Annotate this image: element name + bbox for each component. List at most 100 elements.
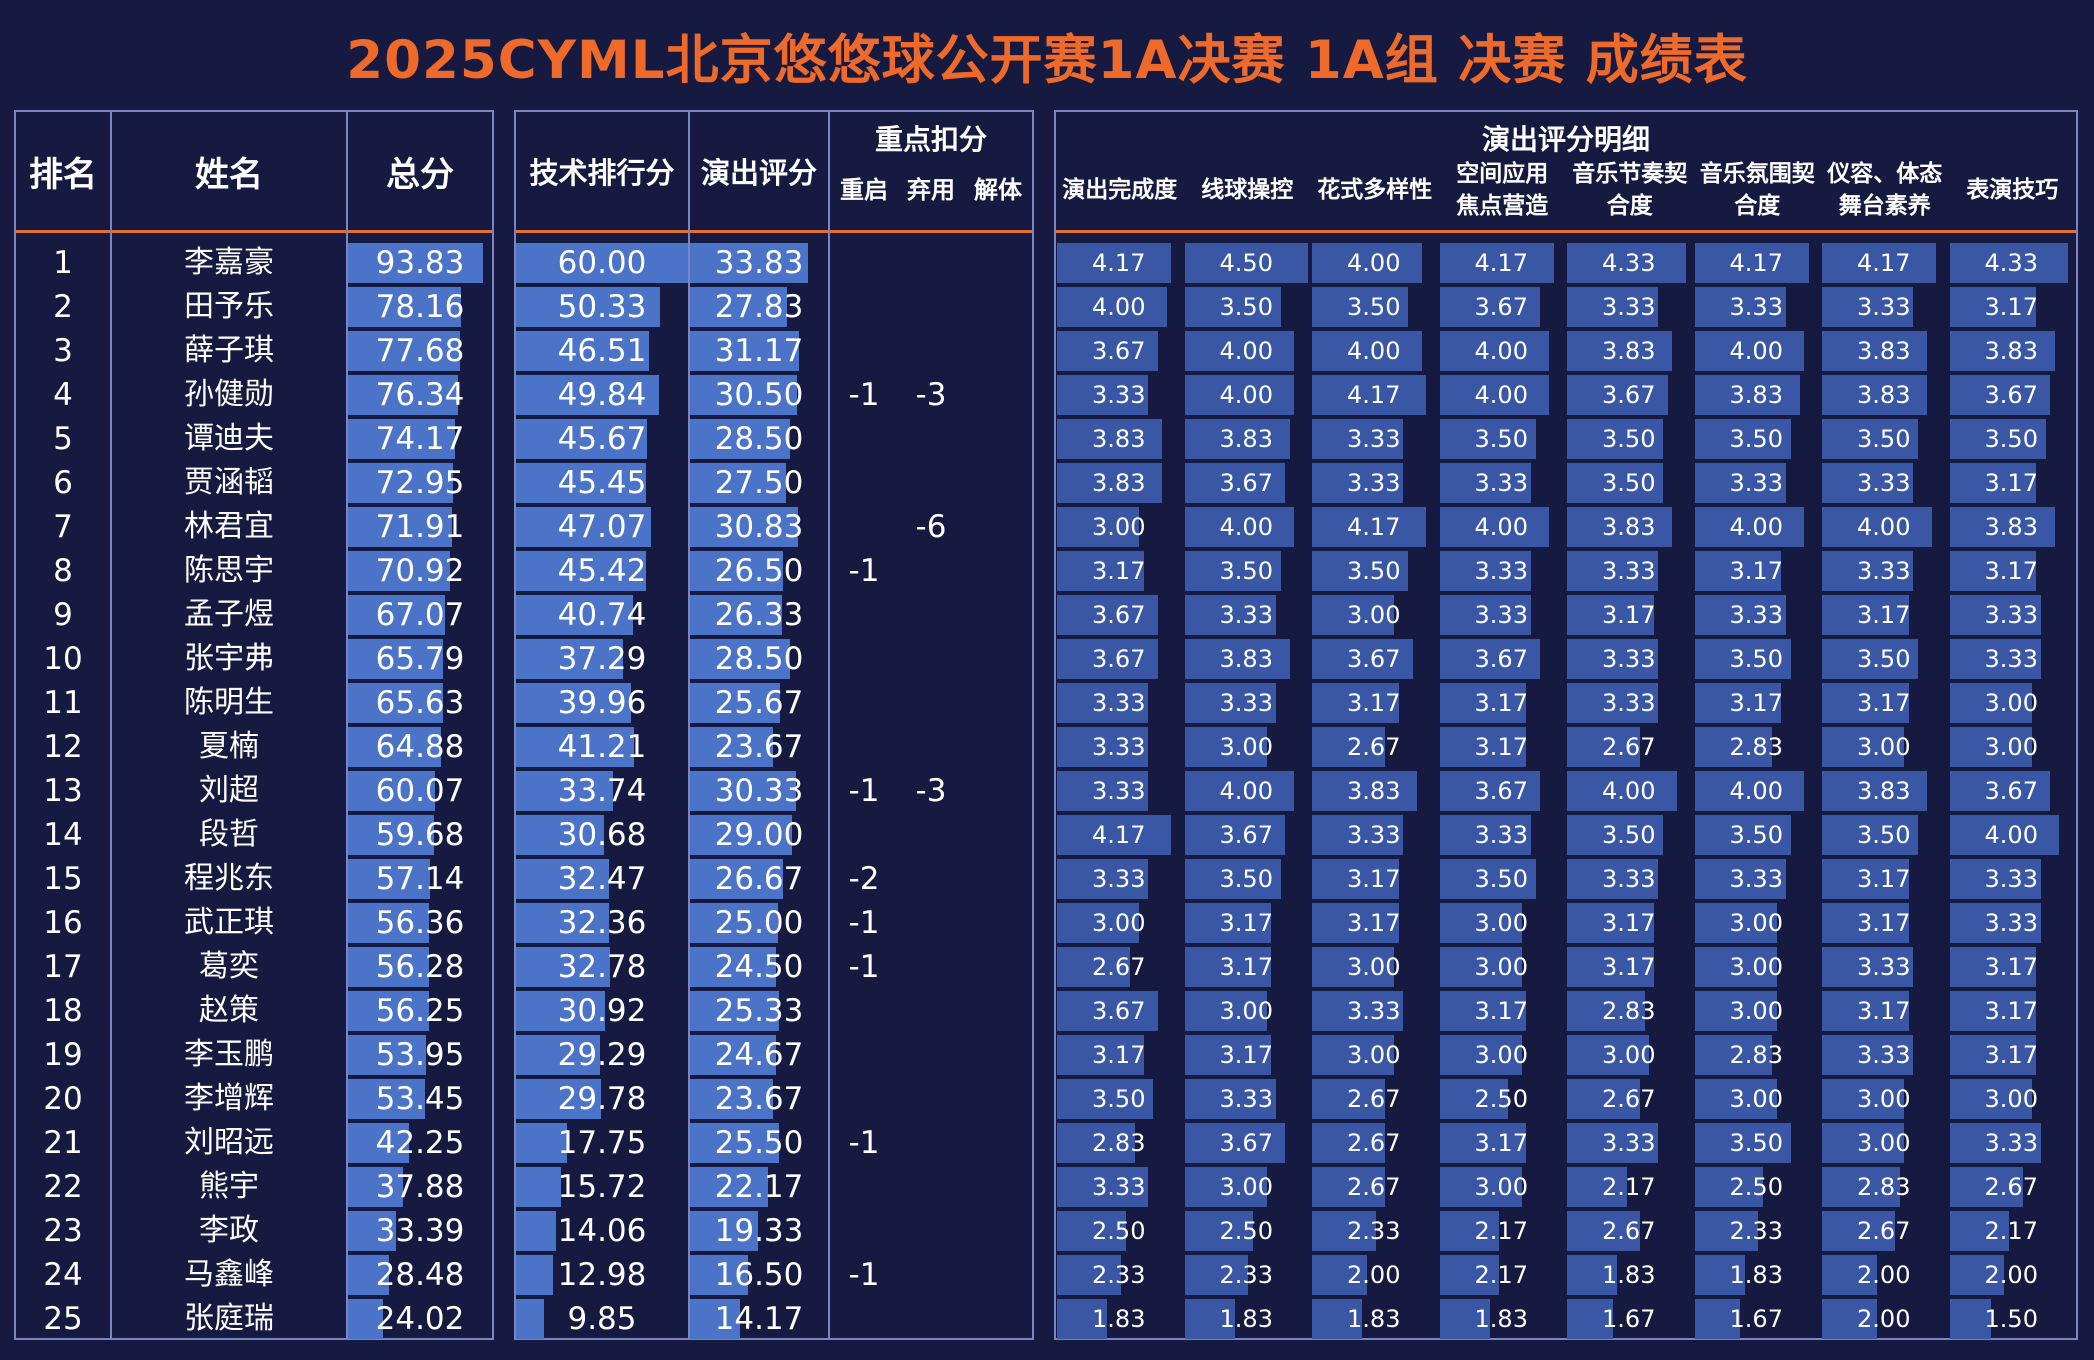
header-detail-col-line: 线球操控: [1201, 177, 1294, 203]
detail-bar: [1439, 419, 1536, 459]
detail-bar: [1312, 1079, 1386, 1119]
tech-value: 14.06: [557, 1213, 647, 1249]
tech-value: 50.33: [557, 289, 647, 325]
detail-bar: [1439, 639, 1541, 679]
perf-bar: [690, 683, 780, 723]
detail-value: 3.00: [1729, 997, 1783, 1025]
tech-bar: [516, 287, 661, 327]
perf-bar: [690, 1299, 740, 1339]
detail-value: 3.83: [1984, 337, 2038, 365]
perf-bar: [690, 419, 790, 459]
detail-bar: [1184, 375, 1295, 415]
header-detail-col-line: 音乐节奏契: [1572, 161, 1688, 187]
detail-value: 4.00: [1729, 513, 1783, 541]
detail-value: 3.17: [1984, 293, 2038, 321]
detail-bar: [1822, 1079, 1905, 1119]
total-bar: [348, 595, 445, 635]
total-bar: [348, 727, 442, 767]
detail-bar: [1567, 1299, 1613, 1339]
detail-bar: [1057, 331, 1158, 371]
name-cell: 李玉鹏: [184, 1037, 274, 1072]
detail-value: 3.00: [1347, 1041, 1401, 1069]
total-bar: [348, 947, 430, 987]
detail-bar: [1949, 463, 2037, 503]
tech-bar: [516, 947, 610, 987]
detail-bar: [1439, 243, 1554, 283]
detail-value: 2.67: [1602, 1085, 1656, 1113]
detail-value: 3.33: [1984, 645, 2038, 673]
detail-bar: [1312, 947, 1395, 987]
header-detail-col-line: 花式多样性: [1317, 177, 1433, 203]
perf-bar: [690, 1255, 748, 1295]
detail-value: 4.00: [1219, 513, 1273, 541]
detail-bar: [1567, 903, 1654, 943]
total-value: 53.45: [375, 1081, 465, 1117]
total-value: 59.68: [375, 817, 465, 853]
page-title: 2025CYML北京悠悠球公开赛1A决赛 1A组 决赛 成绩表: [346, 30, 1748, 91]
tech-value: 37.29: [557, 641, 647, 677]
detail-value: 4.17: [1347, 513, 1401, 541]
detail-value: 3.17: [1602, 601, 1656, 629]
total-bar: [348, 859, 431, 899]
header-detail-col-line: 舞台素养: [1838, 193, 1931, 219]
perf-bar: [690, 859, 784, 899]
detail-bar: [1694, 947, 1777, 987]
total-bar: [348, 551, 451, 591]
detail-value: 3.83: [1984, 513, 2038, 541]
detail-value: 3.33: [1219, 1085, 1273, 1113]
detail-value: 3.00: [1474, 1173, 1528, 1201]
name-cell: 孙健勋: [184, 377, 274, 412]
detail-bar: [1949, 903, 2041, 943]
name-cell: 葛奕: [199, 949, 259, 984]
detail-value: 3.33: [1347, 425, 1401, 453]
detail-bar: [1567, 1035, 1650, 1075]
detail-value: 3.00: [1219, 733, 1273, 761]
detail-bar: [1694, 243, 1809, 283]
detail-bar: [1312, 287, 1409, 327]
detail-bar: [1184, 639, 1290, 679]
detail-value: 3.33: [1474, 557, 1528, 585]
detail-value: 3.33: [1857, 953, 1911, 981]
detail-bar: [1439, 1079, 1509, 1119]
detail-bar: [1184, 947, 1272, 987]
detail-bar: [1949, 727, 2032, 767]
tech-value: 40.74: [557, 597, 647, 633]
tech-value: 45.67: [557, 421, 647, 457]
detail-value: 2.17: [1602, 1173, 1656, 1201]
detail-bar: [1439, 595, 1531, 635]
detail-bar: [1184, 595, 1276, 635]
perf-value: 28.50: [714, 641, 804, 677]
ranking-panel: 排名 姓名 总分 1 李嘉豪 93.83 2 田予乐 78.16 3 薛子琪 77.68 4 孙健勋…: [14, 110, 494, 1340]
detail-value: 3.00: [1474, 1041, 1528, 1069]
detail-value: 3.17: [1347, 689, 1401, 717]
detail-value: 3.17: [1092, 1041, 1146, 1069]
detail-value: 3.83: [1729, 381, 1783, 409]
tech-value: 30.92: [557, 993, 647, 1029]
detail-bar: [1822, 1211, 1896, 1251]
detail-bar: [1057, 859, 1149, 899]
tech-bar: [516, 771, 613, 811]
detail-value: 3.67: [1092, 997, 1146, 1025]
detail-value: 3.33: [1984, 601, 2038, 629]
detail-value: 2.33: [1347, 1217, 1401, 1245]
detail-bar: [1949, 683, 2032, 723]
detail-value: 1.67: [1729, 1305, 1783, 1333]
detail-bar: [1057, 903, 1140, 943]
detail-value: 3.00: [1092, 513, 1146, 541]
perf-value: 25.33: [714, 993, 804, 1029]
header-detail-col: 空间应用 焦点营造: [1439, 158, 1567, 222]
detail-bar: [1822, 903, 1909, 943]
detail-value: 4.33: [1602, 249, 1656, 277]
detail-value: 3.50: [1602, 469, 1656, 497]
detail-bar: [1439, 771, 1541, 811]
detail-value: 3.00: [1092, 909, 1146, 937]
total-value: 24.02: [375, 1301, 465, 1337]
detail-value: 3.33: [1092, 1173, 1146, 1201]
detail-value: 3.33: [1092, 733, 1146, 761]
detail-bar: [1439, 683, 1527, 723]
detail-bar: [1057, 507, 1140, 547]
detail-bar: [1184, 331, 1295, 371]
total-bar: [348, 331, 460, 371]
name-cell: 赵策: [199, 993, 259, 1028]
detail-bar: [1949, 507, 2055, 547]
